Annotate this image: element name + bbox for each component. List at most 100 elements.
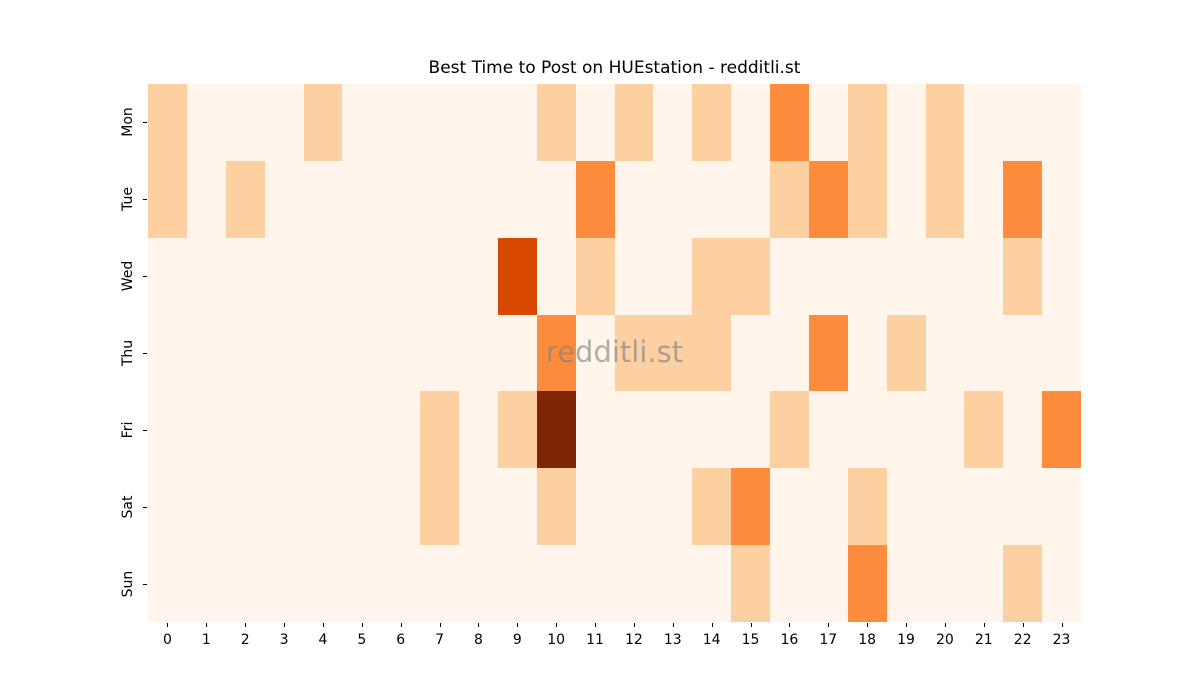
x-tick-label: 7 [435,632,445,648]
heatmap-cell [225,468,265,546]
heatmap-cell [731,391,770,469]
y-tick-label: Mon [120,107,136,138]
heatmap-cell [381,314,421,392]
heatmap-cell [692,314,732,392]
heatmap-cell [808,84,848,161]
heatmap-cell [808,468,848,546]
y-tick-label: Tue [120,187,136,212]
heatmap-cell [925,391,965,469]
heatmap-cell [148,545,187,622]
heatmap-cell [459,545,498,622]
heatmap-cell [925,237,965,315]
heatmap-cell [303,468,343,546]
x-tick-mark [478,623,480,627]
x-tick-label: 1 [201,632,211,648]
heatmap-cell [731,237,770,315]
heatmap-cell [342,468,382,546]
heatmap-cell [264,314,304,392]
heatmap-cell [420,468,459,546]
heatmap-cell [186,160,226,238]
heatmap-cell [342,160,382,238]
heatmap-cell [653,237,693,315]
heatmap-cell [886,391,926,469]
heatmap-cell [731,314,770,392]
x-tick-label: 22 [1013,632,1032,648]
heatmap-cell [381,84,421,161]
x-tick-label: 14 [702,632,721,648]
heatmap-cell [770,545,809,622]
heatmap-cell [770,160,809,238]
heatmap-cell [964,468,1004,546]
heatmap-cell [264,468,304,546]
x-tick-mark [439,623,441,627]
heatmap-cell [808,237,848,315]
heatmap-cell [303,84,343,161]
heatmap-cell [381,468,421,546]
heatmap-cell [497,160,537,238]
x-tick-label: 12 [625,632,643,648]
heatmap-cell [614,391,654,469]
heatmap-cell [264,545,304,622]
heatmap-cell [964,160,1004,238]
x-tick-mark [245,623,247,627]
y-tick-label: Fri [120,421,136,439]
heatmap-cell [886,314,926,392]
heatmap-cell [536,160,576,238]
heatmap-cell [225,391,265,469]
heatmap-cell [264,391,304,469]
heatmap-cell [342,545,382,622]
heatmap-cell [808,545,848,622]
heatmap-cell [731,84,770,161]
x-tick-mark [517,623,519,627]
heatmap-cell [614,160,654,238]
x-tick-mark [284,623,286,627]
heatmap-cell [692,84,732,161]
heatmap-cell [420,160,459,238]
heatmap-cell [342,314,382,392]
heatmap-cell [847,84,887,161]
heatmap-cell [653,468,693,546]
heatmap-cell [575,314,615,392]
heatmap-cell [925,545,965,622]
heatmap-cell [1042,545,1081,622]
x-tick-label: 23 [1052,632,1071,648]
heatmap-cell [186,84,226,161]
heatmap-cell [225,314,265,392]
heatmap-cell [186,237,226,315]
x-tick-label: 9 [512,632,522,648]
heatmap-cell [575,468,615,546]
heatmap-cell [264,160,304,238]
heatmap-cell [459,84,498,161]
heatmap-cell [186,391,226,469]
heatmap-cell [847,314,887,392]
x-tick-label: 5 [357,632,367,648]
heatmap-cell [1042,160,1081,238]
x-tick-mark [906,623,908,627]
x-tick-label: 21 [974,632,993,648]
heatmap-cell [886,84,926,161]
y-tick-label: Thu [120,339,136,367]
heatmap-cell [575,545,615,622]
heatmap-cell [847,237,887,315]
y-tick-mark [143,353,147,354]
heatmap-cell [886,545,926,622]
heatmap-cell [925,314,965,392]
heatmap-cell [886,237,926,315]
heatmap-cell [847,391,887,469]
heatmap-grid [148,84,1081,622]
heatmap-cell [303,545,343,622]
heatmap-cell [886,468,926,546]
heatmap-cell [420,84,459,161]
heatmap-cell [536,468,576,546]
heatmap-cell [420,237,459,315]
heatmap-cell [808,314,848,392]
y-tick-label: Sun [120,570,136,597]
heatmap-cell [614,468,654,546]
heatmap-cell [497,314,537,392]
heatmap-cell [497,468,537,546]
heatmap-cell [1003,84,1043,161]
heatmap-cell [614,84,654,161]
heatmap-cell [1003,160,1043,238]
heatmap-cell [770,314,809,392]
x-tick-label: 20 [936,632,954,648]
